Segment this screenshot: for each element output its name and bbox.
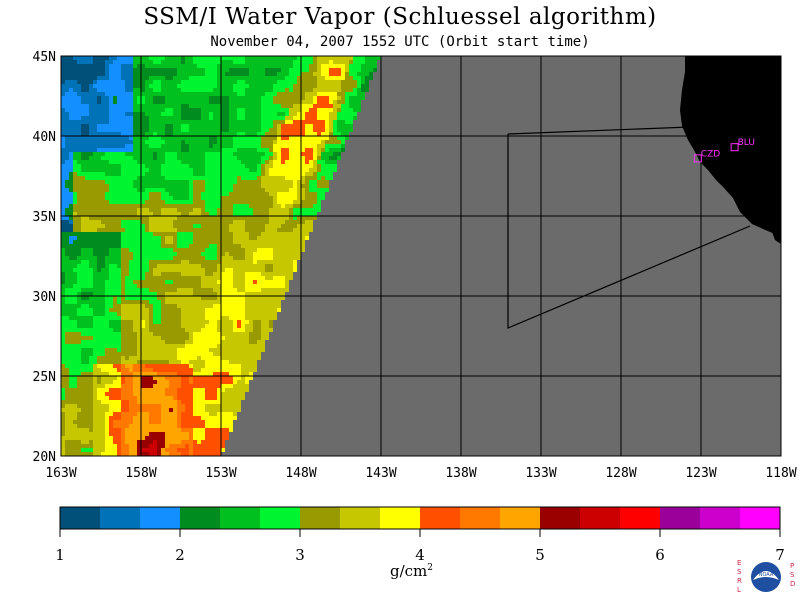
lat-label: 20N bbox=[33, 450, 56, 465]
lon-label: 133W bbox=[525, 466, 556, 481]
colorbar-cell bbox=[140, 507, 181, 529]
logo-letter: S bbox=[737, 568, 742, 576]
colorbar-cell bbox=[380, 507, 421, 529]
colorbar-cell bbox=[580, 507, 621, 529]
colorbar-cell bbox=[340, 507, 381, 529]
colorbar-tick-label: 6 bbox=[655, 546, 665, 564]
colorbar-tick-label: 4 bbox=[415, 546, 425, 564]
lon-label: 138W bbox=[445, 466, 476, 481]
lon-label: 163W bbox=[45, 466, 76, 481]
logo-letter: P bbox=[790, 562, 794, 570]
lon-label: 128W bbox=[605, 466, 636, 481]
colorbar-cell bbox=[700, 507, 741, 529]
lat-label: 45N bbox=[33, 50, 56, 65]
colorbar-tick-label: 2 bbox=[175, 546, 185, 564]
lon-label: 158W bbox=[125, 466, 156, 481]
lon-label: 153W bbox=[205, 466, 236, 481]
lat-label: 40N bbox=[33, 130, 56, 145]
colorbar-cell bbox=[100, 507, 141, 529]
water-vapor-swath bbox=[61, 56, 381, 456]
logo-letter: L bbox=[737, 586, 741, 594]
logo-letter: E bbox=[737, 559, 741, 567]
california-land bbox=[680, 56, 781, 236]
logo-letter: D bbox=[790, 580, 795, 588]
colorbar-cell bbox=[420, 507, 461, 529]
bounding-line-2 bbox=[507, 134, 751, 329]
colorbar-tick-label: 7 bbox=[775, 546, 785, 564]
colorbar-cell bbox=[740, 507, 781, 529]
logo-letter: R bbox=[737, 577, 742, 585]
lat-label: 30N bbox=[33, 290, 56, 305]
lon-label: 118W bbox=[765, 466, 796, 481]
colorbar-cell bbox=[260, 507, 301, 529]
colorbar-cell bbox=[300, 507, 341, 529]
lat-label: 35N bbox=[33, 210, 56, 225]
latitude-labels: 45N 40N 35N 30N 25N 20N bbox=[33, 50, 56, 465]
station-markers: CZD BLU bbox=[693, 138, 755, 163]
lat-label: 25N bbox=[33, 370, 56, 385]
colorbar-tick-label: 3 bbox=[295, 546, 305, 564]
station-marker bbox=[730, 143, 739, 152]
colorbar-cell bbox=[180, 507, 221, 529]
colorbar-unit: g/cm2 bbox=[390, 562, 434, 580]
station-label: CZD bbox=[701, 149, 720, 159]
plot-frame bbox=[60, 55, 782, 457]
map-title: SSM/I Water Vapor (Schluessel algorithm) bbox=[143, 4, 657, 30]
noaa-text: NOAA bbox=[759, 572, 774, 578]
map-subtitle: November 04, 2007 1552 UTC (Orbit start … bbox=[210, 34, 590, 50]
colorbar-tick-label: 1 bbox=[55, 546, 65, 564]
station-label: BLU bbox=[738, 138, 755, 148]
lon-label: 148W bbox=[285, 466, 316, 481]
colorbar-cell bbox=[660, 507, 701, 529]
noaa-bird-icon bbox=[753, 571, 779, 580]
grid-lines bbox=[61, 56, 781, 456]
colorbar-cell bbox=[540, 507, 581, 529]
station-marker bbox=[693, 154, 702, 163]
bounding-line bbox=[507, 126, 691, 135]
colorbar-cell bbox=[460, 507, 501, 529]
longitude-labels: 163W 158W 153W 148W 143W 138W 133W 128W 123W 118W bbox=[45, 466, 796, 481]
colorbar-tick-label: 5 bbox=[535, 546, 545, 564]
baja-land bbox=[772, 232, 781, 244]
colorbar-cell bbox=[220, 507, 261, 529]
colorbar-cell bbox=[620, 507, 661, 529]
colorbar-cell bbox=[500, 507, 541, 529]
colorbar-cell bbox=[60, 507, 101, 529]
lon-label: 123W bbox=[685, 466, 716, 481]
logo-letter: S bbox=[790, 571, 795, 579]
lon-label: 143W bbox=[365, 466, 396, 481]
